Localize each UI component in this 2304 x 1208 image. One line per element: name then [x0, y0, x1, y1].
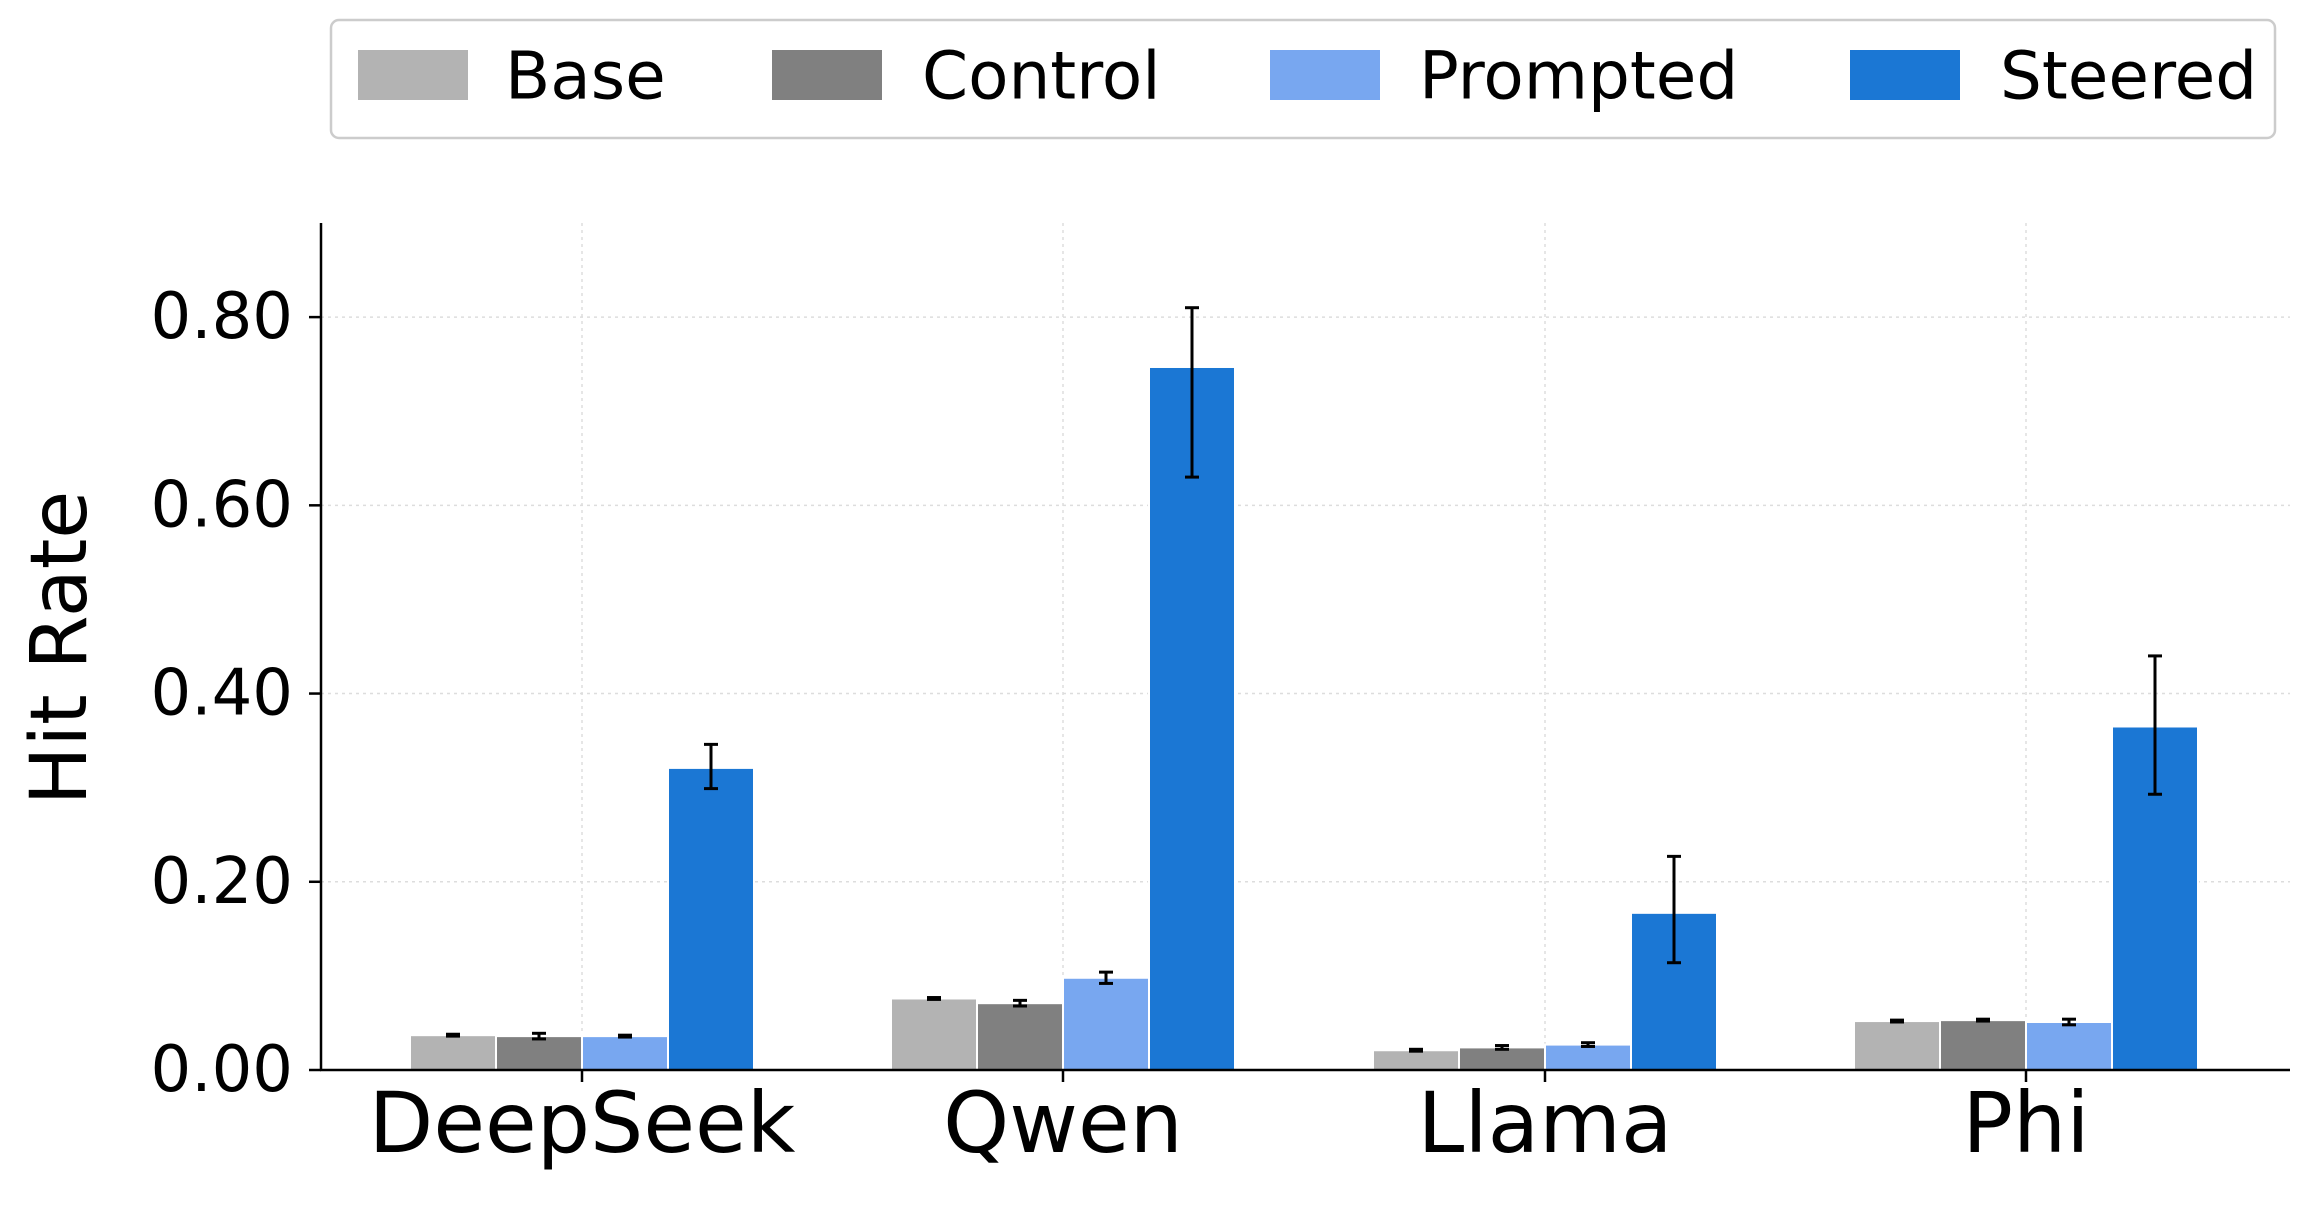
- bar-base-deepseek: [409, 1034, 497, 1071]
- y-axis-title: Hit Rate: [15, 491, 105, 806]
- legend-swatch-base: [358, 50, 468, 100]
- error-bar-steered-llama: [1667, 854, 1681, 965]
- bar-steered-qwen: [1148, 365, 1236, 1071]
- error-bar-steered-phi: [2148, 654, 2162, 796]
- error-bar-base-deepseek: [446, 1032, 460, 1038]
- bar-base-phi: [1853, 1020, 1941, 1071]
- x-tick-label-qwen: Qwen: [943, 1074, 1183, 1172]
- y-tick-label: 0.40: [151, 657, 294, 731]
- error-bar-steered-deepseek: [704, 742, 718, 791]
- error-bar-prompted-llama: [1581, 1041, 1595, 1048]
- error-bar-control-qwen: [1013, 998, 1027, 1008]
- error-bar-base-phi: [1890, 1018, 1904, 1024]
- error-bar-prompted-phi: [2062, 1017, 2076, 1027]
- legend-item-prompted: Prompted: [1270, 38, 1738, 115]
- bar-control-phi: [1939, 1019, 2027, 1071]
- bar-control-deepseek: [495, 1035, 583, 1071]
- y-tick-label: 0.00: [151, 1033, 294, 1107]
- legend-label-base: Base: [505, 38, 666, 115]
- legend: Base Control Prompted Steered: [329, 18, 2277, 140]
- bar-prompted-llama: [1544, 1043, 1632, 1071]
- y-tick-label: 0.20: [151, 845, 294, 919]
- legend-items: Base Control Prompted Steered: [358, 38, 2257, 115]
- legend-label-control: Control: [922, 38, 1161, 115]
- bar-steered-deepseek: [667, 766, 755, 1071]
- bar-control-llama: [1458, 1046, 1546, 1071]
- error-bar-base-qwen: [927, 996, 941, 1001]
- legend-swatch-prompted: [1270, 50, 1380, 100]
- legend-item-base: Base: [358, 38, 666, 115]
- x-tick-label-llama: Llama: [1418, 1074, 1673, 1172]
- gridlines: [321, 223, 2290, 1071]
- y-tick-label: 0.60: [151, 468, 294, 542]
- error-bar-prompted-deepseek: [618, 1033, 632, 1039]
- bar-prompted-deepseek: [581, 1035, 669, 1071]
- bar-base-llama: [1372, 1049, 1460, 1072]
- y-tick-label: 0.80: [151, 280, 294, 354]
- error-bar-steered-qwen: [1185, 306, 1199, 479]
- bar-control-qwen: [976, 1002, 1064, 1071]
- legend-swatch-control: [772, 50, 882, 100]
- error-bar-base-llama: [1409, 1047, 1423, 1053]
- legend-item-control: Control: [772, 38, 1161, 115]
- error-bar-control-phi: [1976, 1017, 1990, 1023]
- legend-item-steered: Steered: [1850, 38, 2257, 115]
- error-bar-control-llama: [1495, 1044, 1509, 1051]
- axes: [319, 223, 2290, 1072]
- legend-label-prompted: Prompted: [1419, 38, 1738, 115]
- bar-base-qwen: [890, 997, 978, 1072]
- bar-prompted-phi: [2025, 1021, 2113, 1072]
- legend-label-steered: Steered: [2000, 38, 2257, 115]
- x-tick-label-deepseek: DeepSeek: [369, 1074, 796, 1172]
- y-ticks: 0.00 0.20 0.40 0.60 0.80: [151, 280, 321, 1107]
- error-bars: [446, 306, 2162, 1053]
- x-ticks: DeepSeek Qwen Llama Phi: [369, 1070, 2090, 1172]
- error-bar-prompted-qwen: [1099, 970, 1113, 985]
- error-bar-control-deepseek: [532, 1031, 546, 1041]
- x-tick-label-phi: Phi: [1962, 1074, 2089, 1172]
- bar-prompted-qwen: [1062, 976, 1150, 1072]
- bars: [409, 365, 2199, 1072]
- legend-swatch-steered: [1850, 50, 1960, 100]
